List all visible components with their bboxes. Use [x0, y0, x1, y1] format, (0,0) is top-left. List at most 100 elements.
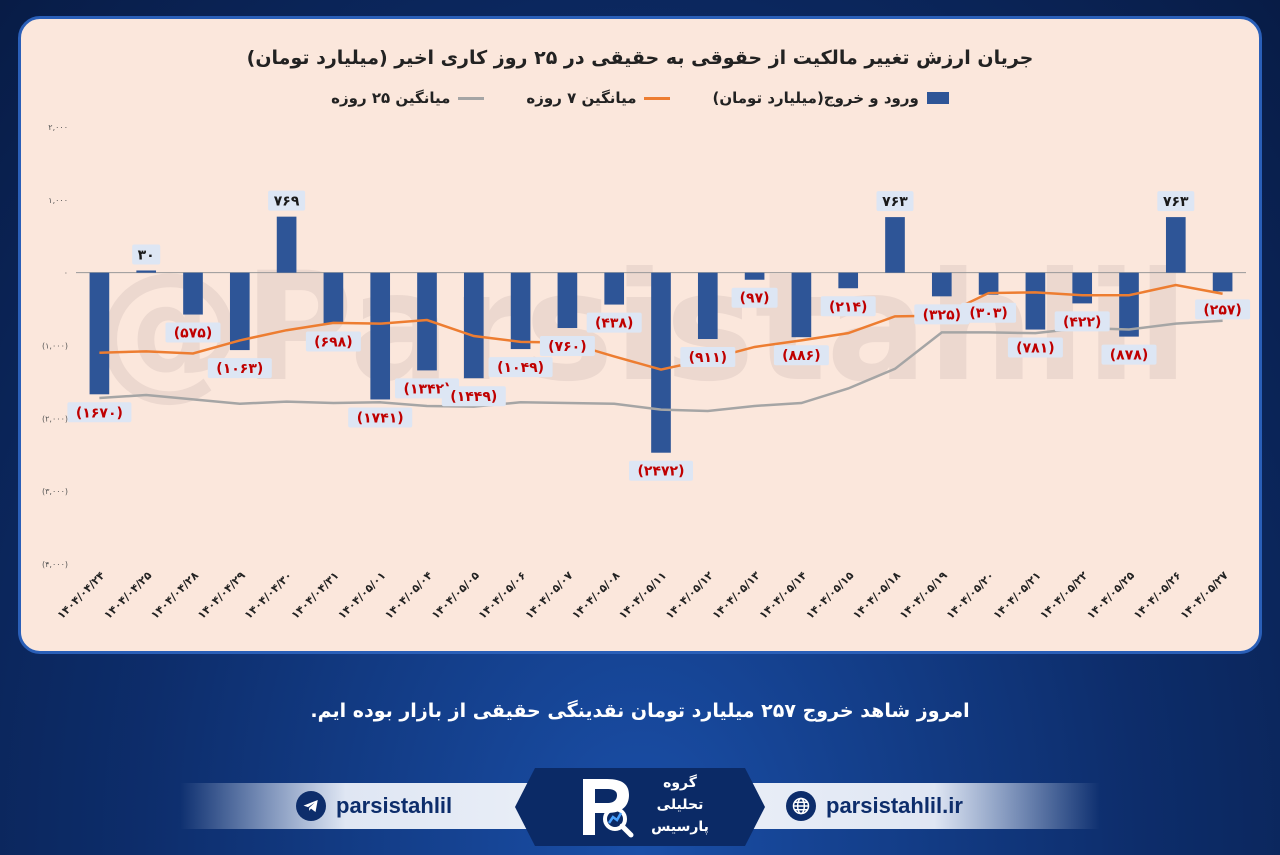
data-label: (۷۸۱)	[1016, 341, 1054, 357]
x-tick-label: ۱۴۰۴/۰۵/۱۱	[616, 569, 669, 622]
bar	[370, 272, 391, 400]
ma25-line	[99, 319, 1223, 413]
x-tick-label: ۱۴۰۴/۰۵/۰۶	[476, 569, 529, 622]
data-label: (۲۱۴)	[829, 299, 867, 315]
legend-label-ma7: میانگین ۷ روزه	[526, 89, 637, 107]
y-tick-label: (۳,۰۰۰)	[42, 487, 68, 496]
data-label-box	[1101, 344, 1157, 365]
y-tick-label: (۴,۰۰۰)	[42, 560, 68, 569]
bar	[323, 272, 344, 324]
y-tick-label: ۱,۰۰۰	[48, 196, 68, 205]
logo-line-1: گروه	[663, 775, 697, 791]
y-tick-label: ۲,۰۰۰	[48, 123, 68, 132]
data-label: (۴۲۲)	[1063, 314, 1101, 330]
data-label-box	[914, 304, 970, 325]
x-tick-label: ۱۴۰۴/۰۵/۰۸	[569, 569, 622, 622]
data-label-box	[731, 287, 778, 308]
telegram-icon	[296, 791, 326, 821]
x-tick-label: ۱۴۰۴/۰۴/۲۴	[55, 569, 108, 622]
ma7-line	[99, 283, 1223, 371]
data-label-box	[268, 190, 306, 211]
bar	[89, 272, 110, 395]
data-label-box	[441, 386, 506, 407]
chart-title: جریان ارزش تغییر مالکیت از حقوقی به حقیق…	[246, 47, 1034, 69]
y-tick-label: ۰	[64, 269, 68, 278]
legend-item-ma7: میانگین ۷ روزه	[526, 89, 671, 107]
caption-text: امروز شاهد خروج ۲۵۷ میلیارد تومان نقدینگ…	[310, 700, 970, 722]
bar	[885, 217, 905, 273]
legend-label-flow: ورود و خروج(میلیارد تومان)	[712, 89, 919, 107]
data-label: (۱۰۴۹)	[497, 360, 544, 376]
x-tick-label: ۱۴۰۴/۰۵/۱۹	[897, 569, 950, 622]
bar	[651, 272, 671, 453]
data-label-box	[305, 331, 361, 352]
data-label-box	[132, 244, 161, 265]
x-tick-label: ۱۴۰۴/۰۴/۳۰	[242, 569, 295, 622]
bar	[229, 272, 250, 351]
legend-swatch-ma7	[644, 96, 671, 100]
bar	[136, 270, 157, 273]
data-label-box	[586, 312, 642, 333]
x-tick-label: ۱۴۰۴/۰۴/۳۱	[289, 569, 342, 622]
bar	[463, 272, 484, 379]
data-label-box	[1007, 337, 1063, 358]
bar	[838, 272, 859, 289]
website-link[interactable]: parsistahlil.ir	[786, 789, 963, 823]
data-label: (۲۵۷)	[1203, 302, 1241, 318]
data-label-box	[629, 460, 693, 481]
data-label: ۳۰	[138, 247, 155, 263]
x-tick-label: ۱۴۰۴/۰۴/۲۸	[148, 569, 201, 622]
bar	[604, 272, 625, 305]
website-url: parsistahlil.ir	[826, 793, 963, 818]
data-label: (۸۸۶)	[782, 348, 820, 364]
bar	[791, 272, 812, 338]
legend-swatch-ma25	[458, 96, 485, 100]
x-tick-label: ۱۴۰۴/۰۵/۱۵	[803, 569, 856, 622]
bar	[931, 272, 952, 297]
bar	[276, 216, 297, 273]
bar	[417, 272, 437, 371]
data-label: ۷۶۳	[1163, 194, 1189, 210]
data-label-box	[820, 296, 876, 317]
data-label-box	[680, 347, 736, 368]
data-label: ۷۶۹	[274, 194, 300, 210]
data-label: (۱۰۶۳)	[216, 361, 263, 377]
globe-icon	[786, 791, 816, 821]
bar	[510, 272, 531, 350]
x-tick-label: ۱۴۰۴/۰۵/۲۷	[1178, 569, 1231, 622]
data-label-box	[1054, 311, 1110, 332]
data-label-box	[207, 358, 272, 379]
telegram-link[interactable]: parsistahlil	[296, 789, 452, 823]
data-label: (۴۳۸)	[595, 316, 633, 332]
x-tick-label: ۱۴۰۴/۰۵/۲۶	[1131, 569, 1184, 622]
data-label: (۱۶۷۰)	[76, 405, 123, 421]
bar	[557, 272, 578, 329]
legend-label-ma25: میانگین ۲۵ روزه	[331, 89, 451, 107]
data-label: (۵۷۵)	[174, 326, 212, 342]
data-label-box	[876, 191, 914, 212]
data-label: (۳۰۳)	[969, 306, 1007, 322]
legend-item-flow: ورود و خروج(میلیارد تومان)	[712, 89, 949, 107]
x-tick-label: ۱۴۰۴/۰۵/۱۴	[757, 569, 810, 622]
data-label: (۱۳۴۲)	[404, 381, 451, 397]
data-label-box	[67, 402, 132, 423]
x-tick-label: ۱۴۰۴/۰۴/۲۵	[101, 569, 154, 622]
x-tick-label: ۱۴۰۴/۰۵/۲۰	[944, 569, 997, 622]
logo-line-3: پارسیس	[651, 819, 709, 835]
bar	[744, 272, 765, 280]
chart-card: جریان ارزش تغییر مالکیت از حقوقی به حقیق…	[18, 16, 1262, 654]
chart-legend: ورود و خروج(میلیارد تومان) میانگین ۷ روز…	[21, 89, 1259, 107]
data-label: (۱۷۴۱)	[357, 410, 404, 426]
data-label: (۸۷۸)	[1110, 348, 1148, 364]
bar	[978, 272, 999, 295]
legend-swatch-bar	[926, 92, 949, 104]
legend-item-ma25: میانگین ۲۵ روزه	[331, 89, 485, 107]
x-tick-label: ۱۴۰۴/۰۵/۲۲	[1037, 569, 1090, 622]
bar	[1165, 217, 1186, 273]
x-tick-label: ۱۴۰۴/۰۵/۰۷	[523, 569, 576, 622]
data-label: ۷۶۳	[882, 194, 908, 210]
chart-plot: @Parsistahlil ۲,۰۰۰۱,۰۰۰۰(۱,۰۰۰)(۲,۰۰۰)(…	[42, 123, 1251, 622]
y-tick-label: (۲,۰۰۰)	[42, 414, 68, 423]
x-tick-label: ۱۴۰۴/۰۵/۲۵	[1084, 569, 1137, 622]
logo-line-2: تحلیلی	[656, 797, 704, 813]
